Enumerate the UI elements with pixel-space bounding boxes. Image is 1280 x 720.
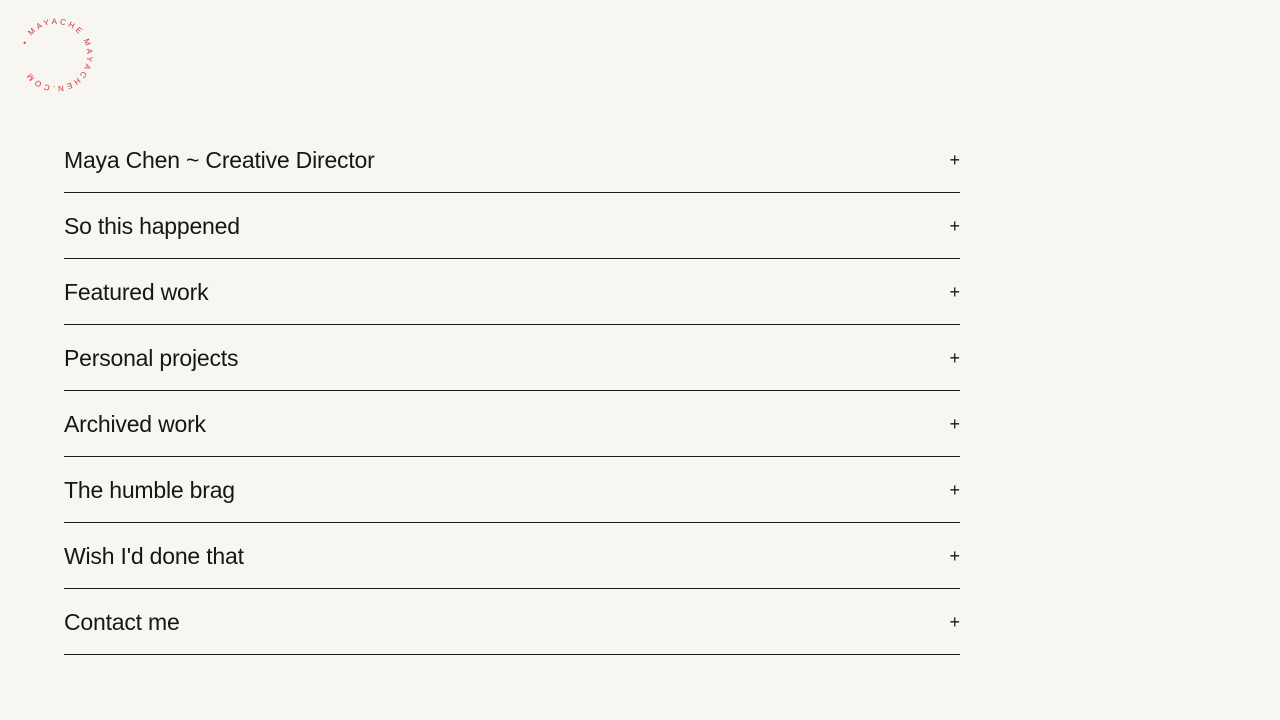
plus-icon[interactable]: + xyxy=(949,150,960,170)
plus-icon[interactable]: + xyxy=(949,282,960,302)
accordion-item-label: Personal projects xyxy=(64,345,239,371)
logo-circular-text: • MAYACHE MAYACHEN.COM xyxy=(20,17,94,93)
accordion-item-label: Featured work xyxy=(64,279,209,305)
accordion-item-label: So this happened xyxy=(64,213,240,239)
plus-icon[interactable]: + xyxy=(949,612,960,632)
accordion-item-label: Contact me xyxy=(64,609,180,635)
logo[interactable]: • MAYACHE MAYACHEN.COM xyxy=(14,13,98,97)
accordion-item-label: Wish I'd done that xyxy=(64,543,244,569)
plus-icon[interactable]: + xyxy=(949,480,960,500)
accordion-item[interactable]: So this happened + xyxy=(64,193,960,259)
accordion-item[interactable]: Maya Chen ~ Creative Director + xyxy=(64,127,960,193)
accordion-item-label: The humble brag xyxy=(64,477,235,503)
plus-icon[interactable]: + xyxy=(949,216,960,236)
accordion-item-label: Archived work xyxy=(64,411,206,437)
plus-icon[interactable]: + xyxy=(949,546,960,566)
accordion-item[interactable]: The humble brag + xyxy=(64,457,960,523)
plus-icon[interactable]: + xyxy=(949,348,960,368)
accordion-item[interactable]: Contact me + xyxy=(64,589,960,655)
accordion-item[interactable]: Archived work + xyxy=(64,391,960,457)
accordion-item-label: Maya Chen ~ Creative Director xyxy=(64,147,375,173)
accordion-item[interactable]: Featured work + xyxy=(64,259,960,325)
svg-text:• MAYACHE MAYACHEN.COM: • MAYACHE MAYACHEN.COM xyxy=(20,17,94,93)
accordion-item[interactable]: Personal projects + xyxy=(64,325,960,391)
accordion-item[interactable]: Wish I'd done that + xyxy=(64,523,960,589)
accordion: Maya Chen ~ Creative Director + So this ha… xyxy=(64,127,960,655)
plus-icon[interactable]: + xyxy=(949,414,960,434)
